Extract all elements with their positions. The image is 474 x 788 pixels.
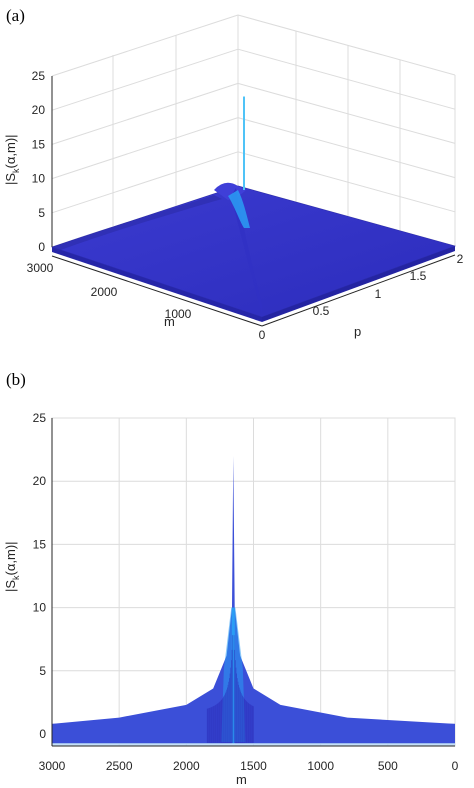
y-tick-labels: 0 5 10 15 20 25 — [33, 411, 47, 741]
y-tick-label: 0 — [39, 727, 46, 741]
x-tick-labels: 3000 2500 2000 1500 1000 500 0 — [39, 759, 459, 773]
surface-hill — [228, 190, 250, 228]
bottom-strip — [52, 743, 455, 746]
m-axis-label: m — [164, 314, 175, 329]
p-tick-label: 2 — [457, 252, 464, 266]
m-tick-label: 0 — [259, 328, 266, 342]
x-tick-label: 2000 — [173, 759, 200, 773]
z-tick-label: 10 — [32, 172, 46, 186]
m-tick-labels: 3000 2000 1000 0 — [27, 261, 266, 342]
x-tick-label: 0 — [452, 759, 459, 773]
m-tick-label: 3000 — [27, 261, 54, 275]
panel-b: (b) 3000 2500 2000 1500 1000 500 0 0510152025 … — [3, 370, 459, 787]
panel-b-series — [52, 455, 455, 746]
y-tick-label: 20 — [33, 474, 47, 488]
surface-ridge-sweep — [231, 188, 262, 314]
y-tick-label: 10 — [33, 601, 47, 615]
x-tick-label: 3000 — [39, 759, 66, 773]
p-tick-label: 0.5 — [313, 304, 330, 318]
p-tick-labels: 0.5 1 1.5 2 — [313, 252, 464, 318]
p-tick-label: 1.5 — [410, 269, 427, 283]
z-tick-label: 20 — [32, 103, 46, 117]
x-tick-label: 500 — [378, 759, 398, 773]
x-axis-label: m — [236, 772, 247, 787]
z-tick-label: 25 — [32, 69, 46, 83]
p-axis-label: p — [354, 324, 361, 339]
z-axis-label: |Sk(α,m)| — [3, 134, 21, 185]
p-axis-line — [261, 254, 456, 327]
panel-a-label: (a) — [6, 6, 25, 25]
surface-front-edge — [52, 247, 262, 322]
z-tick-label: 15 — [32, 137, 46, 151]
y-tick-label: 25 — [33, 411, 47, 425]
z-tick-label: 5 — [38, 206, 45, 220]
surface-shadow — [52, 195, 222, 251]
z-tick-labels: 0 5 10 15 20 25 — [32, 69, 46, 254]
x-tick-label: 1500 — [240, 759, 267, 773]
y-tick-label: 15 — [33, 537, 47, 551]
panel-b-label: (b) — [6, 370, 26, 389]
m-tick-label: 1000 — [165, 307, 192, 321]
y-axis-label: |Sk(α,m)| — [3, 541, 21, 592]
m-tick-label: 2000 — [91, 285, 118, 299]
z-tick-label: 0 — [38, 240, 45, 254]
y-tick-label: 5 — [39, 664, 46, 678]
x-tick-label: 1000 — [307, 759, 334, 773]
m-axis-line — [51, 255, 263, 327]
surface-right-edge — [262, 246, 455, 322]
p-tick-label: 1 — [375, 287, 382, 301]
x-tick-label: 2500 — [106, 759, 133, 773]
panel-a-surface — [51, 182, 456, 322]
